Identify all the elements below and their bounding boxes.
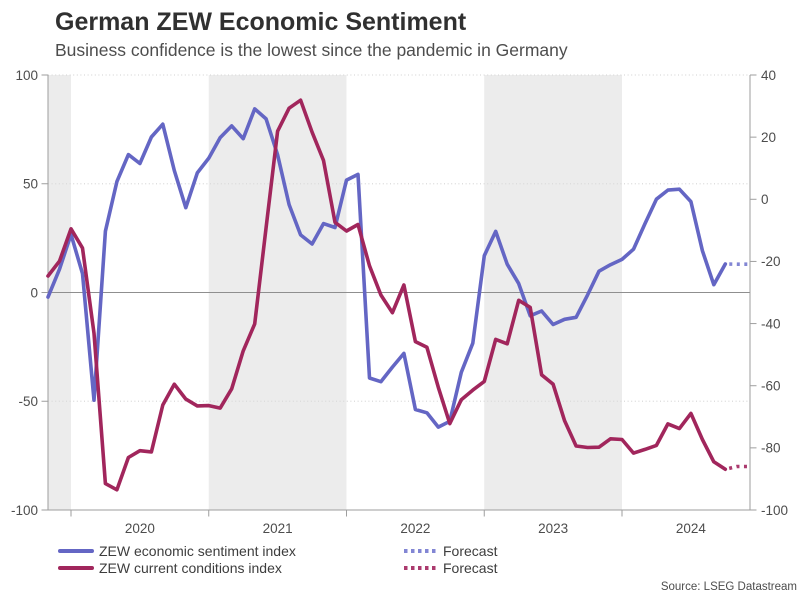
legend-forecast-label: Forecast xyxy=(443,560,498,576)
y-axis-right-tick-label: -20 xyxy=(761,254,781,269)
legend-forecast-label: Forecast xyxy=(443,543,498,559)
page-subtitle: Business confidence is the lowest since … xyxy=(55,40,568,60)
legend-row-conditions: ZEW current conditions index Forecast xyxy=(58,560,798,577)
page-title: German ZEW Economic Sentiment xyxy=(55,8,467,36)
y-axis-left-tick-label: 50 xyxy=(23,177,38,192)
x-axis-year-label: 2022 xyxy=(400,521,430,536)
source-attribution: Source: LSEG Datastream xyxy=(660,581,797,593)
y-axis-left-tick-label: -50 xyxy=(18,394,38,409)
x-axis-year-label: 2024 xyxy=(676,521,707,536)
conditions-forecast-line xyxy=(724,464,749,472)
sentiment-line-swatch xyxy=(58,549,94,553)
conditions-forecast-swatch xyxy=(404,566,438,570)
sentiment-forecast-swatch xyxy=(404,549,438,553)
legend-label: ZEW economic sentiment index xyxy=(99,543,296,559)
y-axis-right-tick-label: -100 xyxy=(761,503,788,518)
x-axis-year-label: 2020 xyxy=(125,521,155,536)
y-axis-right-tick-label: 0 xyxy=(761,192,769,207)
legend-row-sentiment: ZEW economic sentiment index Forecast xyxy=(58,543,798,560)
conditions-line xyxy=(46,98,728,492)
y-axis-right-tick-label: 40 xyxy=(761,68,776,83)
conditions-line-swatch xyxy=(58,566,94,570)
legend-label: ZEW current conditions index xyxy=(99,560,282,576)
y-axis-left-tick-label: 100 xyxy=(15,68,38,83)
y-axis-left-tick-label: -100 xyxy=(11,503,38,518)
y-axis-left-tick-label: 0 xyxy=(30,285,38,300)
y-axis-right-tick-label: -40 xyxy=(761,316,781,331)
y-axis-right-tick-label: -60 xyxy=(761,379,781,394)
x-axis-year-label: 2021 xyxy=(263,521,293,536)
sentiment-line xyxy=(46,107,728,429)
y-axis-right-tick-label: 20 xyxy=(761,130,776,145)
y-axis-right-tick-label: -80 xyxy=(761,441,781,456)
x-axis-year-label: 2023 xyxy=(538,521,568,536)
